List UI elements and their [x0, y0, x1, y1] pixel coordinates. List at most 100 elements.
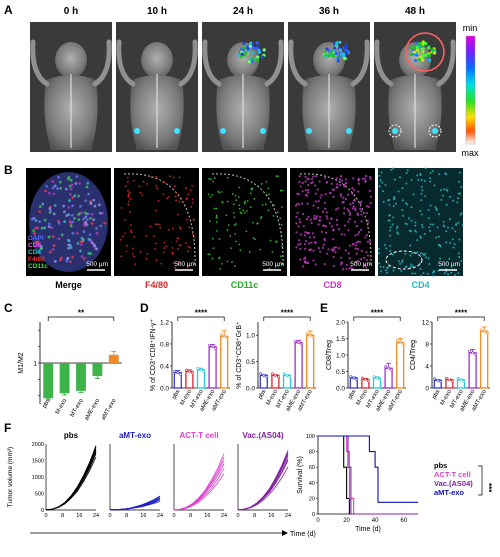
marker-cell-dot — [193, 236, 195, 239]
marker-cell-dot — [187, 245, 190, 248]
marker-cell-dot — [155, 209, 157, 212]
bar — [384, 367, 393, 389]
cd4-cell-dot — [416, 174, 419, 177]
marker-cell-dot — [343, 207, 346, 210]
x-tick-label: 16 — [140, 513, 146, 519]
data-point — [176, 371, 180, 375]
cd4-cell-dot — [419, 268, 422, 271]
cd4-cell-dot — [445, 270, 448, 273]
marker-cell-dot — [185, 187, 187, 190]
cd4-cell-dot — [452, 246, 455, 249]
scale-bar-label: 500 μm — [350, 261, 372, 268]
cd4-cell-dot — [389, 244, 392, 247]
marker-cell-dot — [355, 225, 358, 228]
x-tick-label: 24 — [157, 513, 163, 519]
marker-cell-dot — [235, 223, 237, 225]
marker-cell-dot — [192, 201, 194, 204]
imaging-tile: 36 h — [288, 6, 370, 152]
marker-cell-dot — [296, 192, 299, 195]
time-label: 0 h — [64, 6, 78, 17]
cd4-cell-dot — [411, 265, 414, 268]
marker-cell-dot — [307, 191, 310, 194]
merge-cell-dot — [80, 255, 84, 258]
merge-tissue — [29, 172, 108, 272]
marker-cell-dot — [306, 188, 310, 192]
marker-cell-dot — [299, 258, 302, 261]
fluorescence-tile: 500 μm CD4 — [377, 167, 464, 290]
tumor-signal-dot — [249, 41, 253, 45]
cd4-cell-dot — [385, 247, 388, 250]
y-tick-label: 12 — [422, 320, 430, 327]
data-point — [401, 342, 405, 346]
marker-cell-dot — [356, 212, 359, 215]
marker-cell-dot — [351, 242, 354, 246]
marker-cell-dot — [330, 225, 334, 228]
legend-stain: CD11c — [28, 263, 48, 270]
marker-cell-dot — [129, 224, 132, 227]
imaging-tile: 0 h — [30, 6, 112, 152]
x-tick-label: 0 — [108, 513, 111, 519]
lymph-node-signal — [134, 128, 140, 134]
marker-cell-dot — [166, 197, 169, 200]
marker-cell-dot — [328, 192, 332, 195]
marker-cell-dot — [348, 212, 352, 215]
tumor-signal-dot — [421, 54, 425, 58]
marker-cell-dot — [332, 264, 335, 268]
marker-cell-dot — [294, 204, 298, 207]
cd4-cell-dot — [429, 171, 432, 174]
cd4-cell-dot — [452, 199, 455, 202]
cd4-cell-dot — [395, 227, 398, 230]
merge-cell-dot — [30, 217, 34, 221]
legend-stain: CD8 — [28, 242, 41, 249]
marker-cell-dot — [156, 187, 159, 190]
marker-cell-dot — [230, 247, 233, 250]
merge-cell-dot — [88, 238, 92, 242]
x-tick-label: pbs — [347, 389, 357, 400]
cd4-cell-dot — [427, 257, 430, 260]
marker-cell-dot — [191, 233, 194, 235]
marker-cell-dot — [280, 235, 283, 238]
merge-cell-dot — [34, 219, 38, 223]
data-point — [199, 368, 203, 372]
marker-cell-dot — [348, 244, 351, 247]
marker-cell-dot — [354, 234, 357, 237]
tumor-signal-dot — [239, 55, 243, 59]
cd4-cell-dot — [387, 199, 390, 202]
cd4-cell-dot — [404, 252, 407, 255]
marker-cell-dot — [177, 261, 180, 264]
marker-cell-dot — [234, 232, 237, 235]
x-tick-label: 60 — [400, 518, 407, 524]
marker-cell-dot — [238, 186, 241, 189]
bar — [480, 330, 489, 389]
marker-cell-dot — [369, 177, 372, 180]
marker-cell-dot — [368, 189, 371, 192]
marker-cell-dot — [134, 263, 136, 265]
data-point — [276, 375, 280, 379]
marker-cell-dot — [131, 252, 134, 255]
marker-cell-dot — [218, 238, 221, 240]
marker-cell-dot — [344, 178, 348, 181]
cd4-cell-dot — [378, 247, 381, 250]
marker-cell-dot — [342, 212, 346, 215]
y-axis-label: CD4/Treg — [410, 340, 417, 370]
legend-stain: F4/80 — [28, 256, 45, 263]
cd4-cell-dot — [456, 197, 459, 200]
merge-cell-dot — [77, 212, 81, 216]
marker-cell-dot — [299, 221, 302, 224]
colorbar-min-label: min — [463, 23, 478, 33]
x-tick-label: 0 — [172, 513, 175, 519]
panel-b-immunofluorescence: 500 μm Merge 500 μm F4/80 500 μm CD11c 500 μm C… — [26, 167, 464, 290]
merge-cell-dot — [47, 235, 51, 239]
x-tick-label: pbs — [171, 389, 181, 400]
tumor-signal-dot — [419, 55, 423, 59]
merge-cell-dot — [69, 187, 73, 191]
merge-cell-dot — [43, 218, 47, 222]
merge-cell-dot — [66, 256, 70, 260]
marker-cell-dot — [256, 222, 259, 225]
fluorescence-tile: 500 μm F4/80 — [114, 168, 199, 290]
data-point — [468, 349, 472, 353]
marker-cell-dot — [209, 178, 212, 181]
marker-cell-dot — [320, 193, 323, 197]
marker-cell-dot — [295, 231, 298, 234]
